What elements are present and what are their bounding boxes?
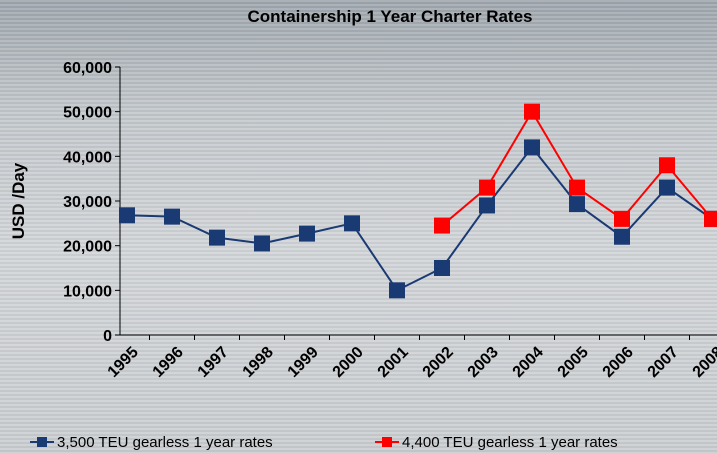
data-point	[389, 282, 405, 299]
data-point	[569, 179, 585, 196]
y-tick-label: 60,000	[63, 60, 112, 77]
legend-label: 3,500 TEU gearless 1 year rates	[57, 434, 273, 451]
x-tick-label: 2008	[690, 344, 717, 381]
y-tick-label: 0	[103, 328, 112, 345]
data-point	[209, 229, 225, 246]
y-tick-label: 10,000	[63, 283, 112, 300]
x-tick-label: 2000	[330, 344, 367, 381]
x-tick-label: 1998	[240, 344, 277, 381]
data-point	[704, 210, 717, 227]
y-tick-label: 50,000	[63, 105, 112, 122]
data-point	[344, 215, 360, 232]
x-tick-label: 2007	[645, 344, 682, 381]
data-point	[524, 139, 540, 156]
data-point	[479, 197, 495, 214]
data-point	[254, 235, 270, 252]
data-point	[524, 103, 540, 120]
data-point	[164, 208, 180, 225]
x-tick-label: 2003	[465, 344, 502, 381]
data-point	[659, 179, 675, 196]
data-point	[479, 179, 495, 196]
x-tick-label: 2005	[555, 344, 592, 381]
x-tick-label: 1997	[195, 344, 232, 381]
x-tick-label: 2004	[510, 344, 547, 381]
data-point	[434, 260, 450, 276]
legend-marker	[37, 437, 47, 447]
x-tick-label: 1999	[285, 344, 322, 381]
data-point	[569, 196, 585, 213]
x-tick-label: 2001	[375, 344, 412, 381]
x-tick-label: 1996	[150, 344, 187, 381]
y-tick-label: 20,000	[63, 239, 112, 256]
data-point	[659, 157, 675, 174]
x-tick-label: 2006	[600, 344, 637, 381]
legend-marker	[382, 437, 392, 447]
data-point	[119, 207, 135, 224]
x-tick-label: 2002	[420, 344, 457, 381]
y-axis-label: USD /Day	[9, 162, 28, 239]
data-point	[434, 217, 450, 234]
data-point	[614, 228, 630, 245]
chart-title: Containership 1 Year Charter Rates	[247, 7, 532, 26]
data-point	[299, 225, 315, 242]
data-point	[614, 210, 630, 227]
y-tick-label: 40,000	[63, 149, 112, 166]
legend-label: 4,400 TEU gearless 1 year rates	[402, 434, 618, 451]
x-tick-label: 1995	[105, 344, 142, 381]
y-tick-label: 30,000	[63, 194, 112, 211]
